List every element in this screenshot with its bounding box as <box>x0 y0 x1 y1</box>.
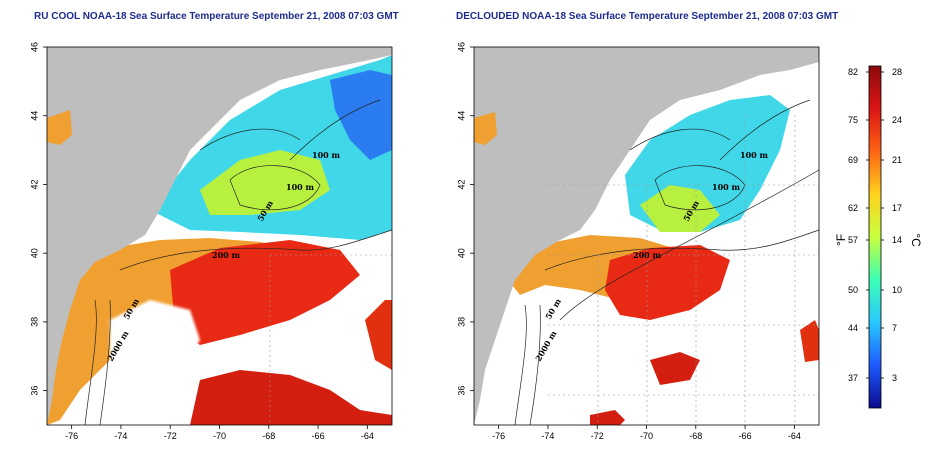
left-lon-tick-label: -66 <box>312 431 325 441</box>
right-panel-title: DECLOUDED NOAA-18 Sea Surface Temperatur… <box>456 11 839 22</box>
left-lon-tick-label: -70 <box>213 431 226 441</box>
right-lon-tick-label: -68 <box>689 431 702 441</box>
left-map-contours <box>84 99 392 425</box>
right-map-panel: 100 m 100 m 50 m 200 m 50 m 2000 m <box>473 46 820 426</box>
colorbar-celsius-tick-label: 7 <box>892 323 897 333</box>
right-contour-label-100m-b: 100 m <box>712 182 740 192</box>
right-lon-tick-label: -64 <box>788 431 801 441</box>
right-map-axes: -76 -74 -72 -70 -68 -66 -64 46 44 42 40 38 36 <box>456 42 800 441</box>
colorbar-fahrenheit-tick-label: 75 <box>848 115 858 125</box>
left-map-graticule <box>269 254 392 425</box>
right-lon-tick-label: -66 <box>739 431 752 441</box>
colorbar-fahrenheit-tick-label: 62 <box>848 203 858 213</box>
colorbar-ticks: 82 28 75 24 69 21 62 17 57 14 50 10 44 7 37 3 <box>848 67 902 383</box>
right-map-warm-core <box>605 245 730 320</box>
left-map-land <box>47 47 392 425</box>
left-lat-tick-label: 46 <box>29 42 39 52</box>
colorbar-celsius-tick-label: 10 <box>892 285 902 295</box>
right-map-contours <box>514 99 819 425</box>
left-contour-label-100m-b: 100 m <box>286 182 314 192</box>
right-lon-tick-label: -74 <box>541 431 554 441</box>
right-map-south-warm <box>650 352 700 385</box>
left-contour-label-100m-a: 100 m <box>312 150 340 160</box>
left-map-land-patch <box>47 110 72 145</box>
right-lon-tick-label: -72 <box>591 431 604 441</box>
left-lat-tick-label: 44 <box>29 111 39 121</box>
colorbar-fahrenheit-tick-label: 69 <box>848 155 858 165</box>
right-lon-tick-label: -76 <box>492 431 505 441</box>
left-map-blue-patches <box>330 70 392 160</box>
left-lat-tick-label: 36 <box>29 386 39 396</box>
right-contour-label-200m: 200 m <box>633 250 661 260</box>
left-map-axes: -76 -74 -72 -70 -68 -66 -64 46 44 42 40 38 36 <box>29 42 373 441</box>
left-map-east-warm <box>365 300 392 370</box>
left-lon-tick-label: -68 <box>262 431 275 441</box>
left-contour-label-200m: 200 m <box>212 250 240 260</box>
colorbar-celsius-tick-label: 24 <box>892 115 902 125</box>
right-map-land-patch <box>474 112 497 145</box>
colorbar-fahrenheit-tick-label: 44 <box>848 323 858 333</box>
left-map-south-warm <box>190 370 392 425</box>
left-map-cloud <box>110 300 200 380</box>
left-map-panel: 100 m 100 m 50 m 200 m 50 m 2000 m <box>46 46 393 426</box>
right-lat-tick-label: 44 <box>456 111 466 121</box>
colorbar-celsius-tick-label: 14 <box>892 235 902 245</box>
right-map-east-warm <box>800 320 819 362</box>
left-lon-tick-label: -74 <box>114 431 127 441</box>
colorbar-gradient <box>868 65 882 409</box>
right-lat-tick-label: 46 <box>456 42 466 52</box>
right-lat-tick-label: 38 <box>456 317 466 327</box>
right-lat-tick-label: 36 <box>456 386 466 396</box>
right-map-land <box>474 47 819 425</box>
left-map-green-band <box>200 150 330 215</box>
colorbar-fahrenheit-tick-label: 50 <box>848 285 858 295</box>
left-lon-tick-label: -72 <box>164 431 177 441</box>
colorbar-fahrenheit-tick-label: 82 <box>848 67 858 77</box>
left-lat-tick-label: 38 <box>29 317 39 327</box>
colorbar: 82 28 75 24 69 21 62 17 57 14 50 10 44 7 37 3 °F °C <box>834 65 923 409</box>
right-lat-tick-label: 40 <box>456 248 466 258</box>
colorbar-celsius-tick-label: 3 <box>892 373 897 383</box>
left-lon-tick-label: -76 <box>65 431 78 441</box>
right-map-south-warm-2 <box>590 410 625 425</box>
colorbar-fahrenheit-unit: °F <box>834 234 848 246</box>
colorbar-celsius-tick-label: 28 <box>892 67 902 77</box>
colorbar-fahrenheit-tick-label: 57 <box>848 235 858 245</box>
left-panel-title: RU COOL NOAA-18 Sea Surface Temperature … <box>34 11 399 22</box>
left-lon-tick-label: -64 <box>361 431 374 441</box>
left-lat-tick-label: 42 <box>29 179 39 189</box>
right-lon-tick-label: -70 <box>640 431 653 441</box>
right-lat-tick-label: 42 <box>456 179 466 189</box>
colorbar-fahrenheit-tick-label: 37 <box>848 373 858 383</box>
left-map-warm-core <box>170 240 360 345</box>
colorbar-celsius-tick-label: 21 <box>892 155 902 165</box>
colorbar-celsius-tick-label: 17 <box>892 203 902 213</box>
colorbar-celsius-unit: °C <box>909 233 923 247</box>
right-contour-label-100m-a: 100 m <box>740 150 768 160</box>
right-map-graticule <box>548 115 819 425</box>
left-lat-tick-label: 40 <box>29 248 39 258</box>
